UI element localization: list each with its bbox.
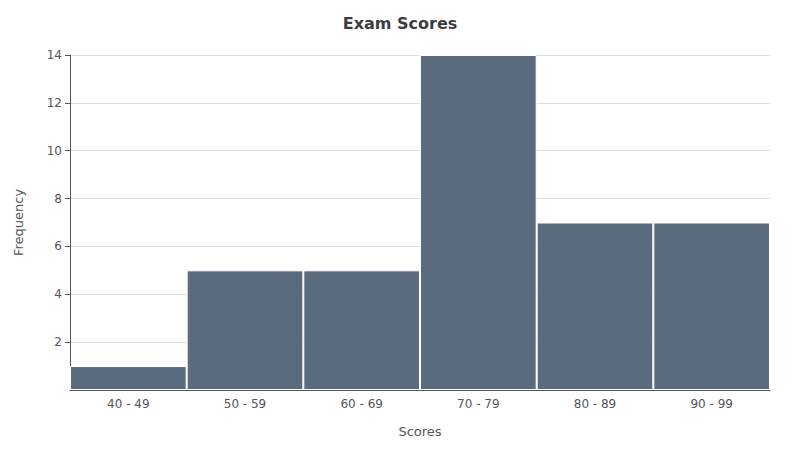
svg-text:Scores: Scores bbox=[398, 424, 441, 439]
svg-text:10: 10 bbox=[47, 144, 62, 158]
svg-text:50 - 59: 50 - 59 bbox=[224, 397, 267, 411]
svg-text:60 - 69: 60 - 69 bbox=[340, 397, 383, 411]
svg-text:2: 2 bbox=[54, 335, 62, 349]
svg-text:Exam Scores: Exam Scores bbox=[343, 14, 458, 33]
svg-text:Frequency: Frequency bbox=[11, 189, 26, 256]
svg-text:4: 4 bbox=[54, 287, 62, 301]
svg-text:90 - 99: 90 - 99 bbox=[690, 397, 733, 411]
svg-text:8: 8 bbox=[54, 192, 62, 206]
svg-text:14: 14 bbox=[47, 48, 62, 62]
svg-text:12: 12 bbox=[47, 96, 62, 110]
svg-text:40 - 49: 40 - 49 bbox=[107, 397, 150, 411]
svg-text:6: 6 bbox=[54, 239, 62, 253]
svg-text:80 - 89: 80 - 89 bbox=[574, 397, 617, 411]
svg-text:70 - 79: 70 - 79 bbox=[457, 397, 500, 411]
